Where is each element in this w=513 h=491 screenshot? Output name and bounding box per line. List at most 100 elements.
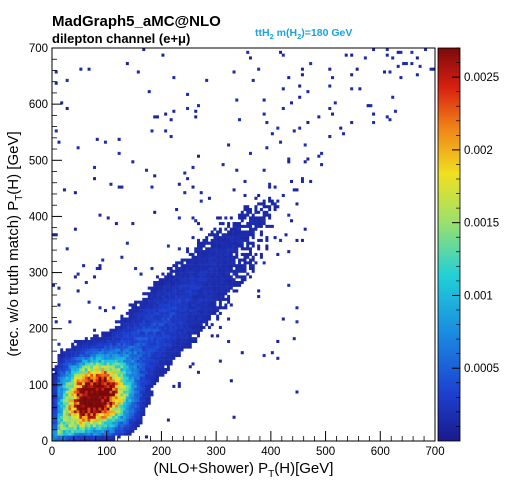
heatmap-cell [117,325,121,329]
heatmap-cell [175,331,179,335]
heatmap-cell [213,250,217,254]
heatmap-cell [235,98,239,102]
heatmap-cell [98,373,102,377]
heatmap-cell [125,426,129,431]
heatmap-cell [142,303,146,307]
heatmap-cell [123,365,127,369]
heatmap-cell [172,328,176,332]
heatmap-cell [191,266,195,271]
heatmap-cell [268,196,272,200]
heatmap-cell [76,438,80,442]
heatmap-cell [186,328,190,332]
heatmap-cell [84,410,88,414]
heatmap-cell [155,323,159,327]
heatmap-cell [207,269,211,273]
heatmap-cell [131,396,135,400]
heatmap-cell [117,404,121,408]
heatmap-cell [229,275,233,279]
heatmap-cell [199,247,203,251]
heatmap-cell [123,407,127,411]
heatmap-cell [180,264,184,268]
heatmap-cell [180,278,184,282]
heatmap-cell [147,401,151,405]
heatmap-cell [188,339,192,343]
heatmap-cell [166,351,170,355]
heatmap-cell [199,283,203,287]
heatmap-cell [161,334,165,338]
heatmap-cell [177,280,181,285]
heatmap-cell [95,365,99,369]
heatmap-cell [103,359,107,363]
heatmap-cell [240,216,244,220]
heatmap-cell [136,345,140,349]
heatmap-cell [216,247,220,251]
heatmap-cell [62,353,66,358]
heatmap-cell [103,339,107,343]
x-tick-label: 400 [261,446,280,458]
heatmap-cell [71,396,75,400]
heatmap-cell [194,328,198,332]
heatmap-cell [57,390,61,394]
heatmap-cell [52,384,55,388]
heatmap-cell [57,429,61,433]
heatmap-cell [218,283,222,287]
heatmap-cell [87,67,91,71]
heatmap-cell [68,387,72,391]
heatmap-cell [150,373,154,377]
heatmap-cell [229,233,233,237]
heatmap-cell [112,410,116,414]
heatmap-cell [180,348,184,352]
heatmap-cell [62,356,66,360]
heatmap-cell [136,356,140,360]
heatmap-cell [262,213,266,217]
heatmap-cell [128,398,132,402]
heatmap-cell [101,379,105,383]
heatmap-cell [147,317,151,321]
heatmap-cell [87,300,91,304]
heatmap-cell [134,373,138,377]
heatmap-cell [153,286,157,290]
heatmap-cell [191,323,195,327]
heatmap-cell [164,278,168,282]
heatmap-cell [161,320,165,324]
heatmap-cell [188,300,192,304]
heatmap-cell [216,272,220,276]
heatmap-cell [134,390,138,394]
heatmap-cell [188,320,192,324]
heatmap-cell [136,387,140,391]
heatmap-cell [57,384,61,388]
heatmap-cell [268,205,272,209]
heatmap-cell [218,258,222,262]
heatmap-cell [169,286,173,290]
heatmap-cell [117,331,121,335]
heatmap-cell [251,244,255,248]
heatmap-cell [95,426,99,431]
heatmap-cell [117,384,121,388]
heatmap-cell [60,362,64,366]
heatmap-cell [109,421,113,425]
heatmap-cell [210,255,214,259]
heatmap-cell [145,303,148,307]
heatmap-cell [93,365,97,369]
heatmap-cell [161,368,165,372]
heatmap-cell [65,373,69,377]
heatmap-cell [76,404,80,408]
heatmap-cell [227,143,231,147]
heatmap-cell [112,432,116,436]
heatmap-cell [120,412,124,416]
heatmap-cell [109,387,113,391]
heatmap-cell [84,415,88,419]
heatmap-cell [73,396,77,400]
heatmap-cell [393,109,397,113]
heatmap-cell [161,323,165,327]
heatmap-cell [164,348,168,352]
heatmap-cell [95,418,99,422]
heatmap-cell [54,320,58,324]
heatmap-cell [106,359,110,363]
heatmap-cell [90,351,94,355]
heatmap-cell [139,393,143,397]
heatmap-cell [93,356,97,360]
heatmap-cell [93,390,97,394]
heatmap-cell [136,376,140,380]
heatmap-cell [202,314,206,318]
